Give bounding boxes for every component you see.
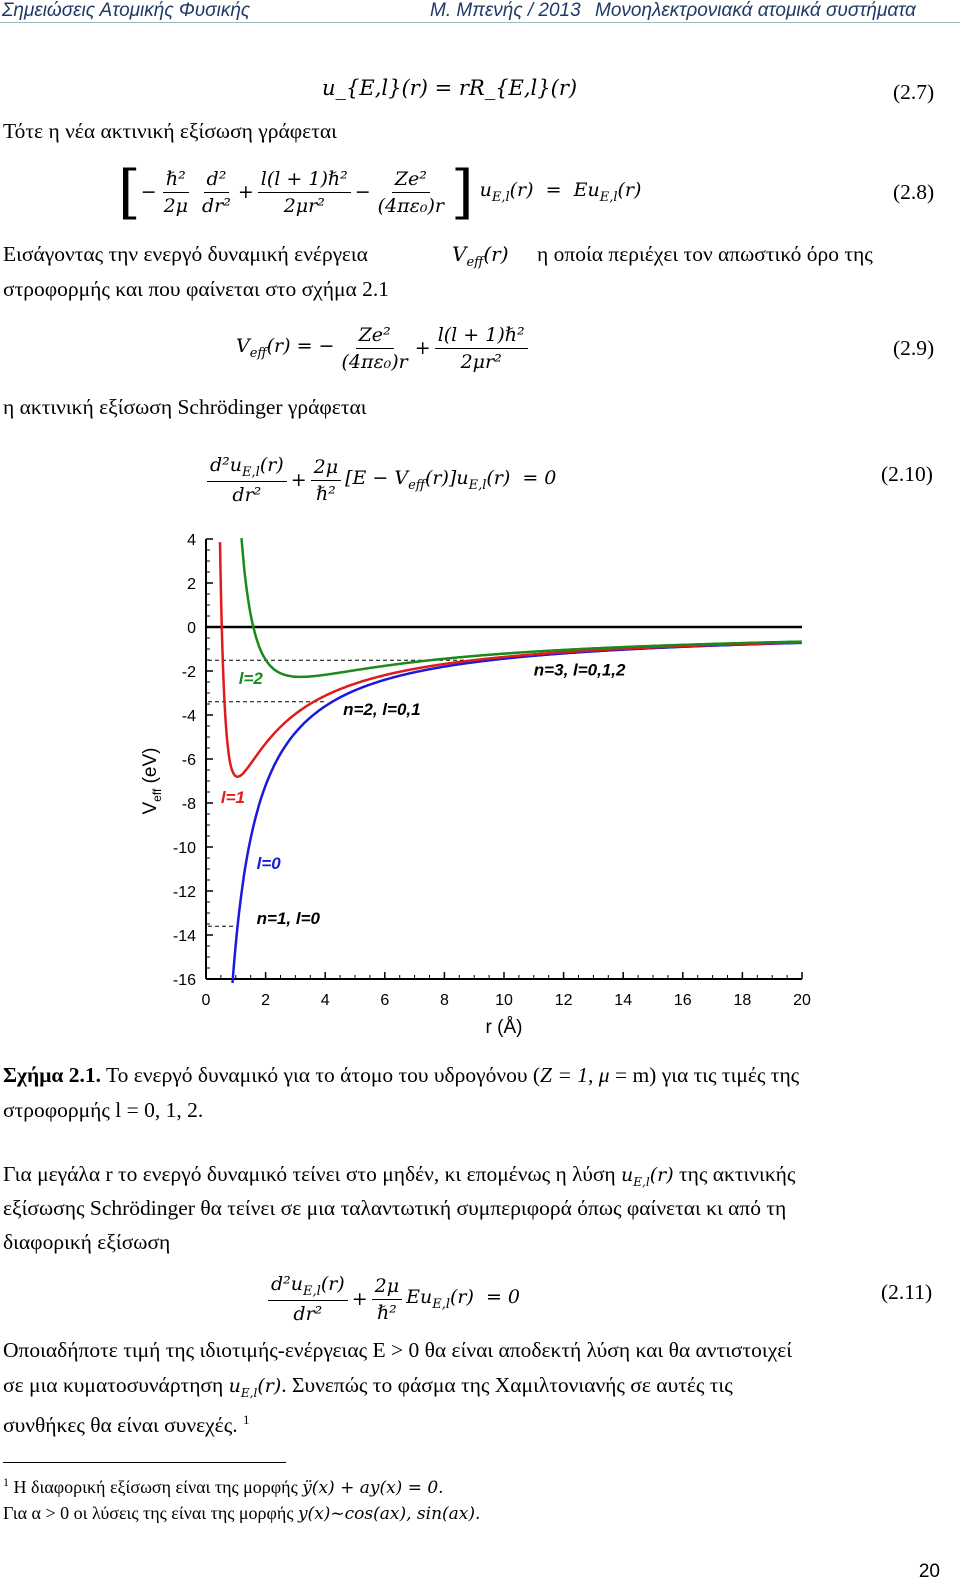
annotation-l1: l=1	[221, 788, 245, 807]
y-tick-label: 4	[187, 532, 196, 549]
x-tick-label: 6	[380, 992, 389, 1009]
equation-number-2-11: (2.11)	[881, 1280, 933, 1304]
header-right: Μονοηλεκτρονιακά ατομικά συστήματα	[595, 0, 916, 21]
veff-chart: 420-2-4-6-8-10-12-14-160 2 4 6 8 10 12 14 16 18 20…	[140, 532, 811, 1038]
annotation-n2: n=2, l=0,1	[343, 700, 421, 719]
y-tick-label: 0	[187, 620, 196, 637]
equation-2-10: d²uE,l(r) dr² + 2μ ℏ² [E − Veff(r)]uE,l(r)…	[203, 445, 556, 515]
caption-text-3: στροφορμής l = 0, 1, 2.	[3, 1098, 204, 1122]
header-rule	[0, 22, 960, 23]
footnote-line-1: 1 Η διαφορική εξίσωση είναι της μορφής ÿ…	[3, 1475, 444, 1498]
text-line-2b: η οποία περιέχει τον απωστικό όρο της	[537, 242, 873, 266]
annotation-l2: l=2	[239, 669, 264, 688]
x-tick-label: 12	[555, 992, 573, 1009]
y-axis-label: Veff (eV)	[140, 748, 164, 815]
y-tick-label: -6	[182, 752, 196, 769]
equation-number-2-8: (2.8)	[893, 180, 935, 204]
x-tick-label: 10	[495, 992, 513, 1009]
y-tick-label: -2	[182, 664, 196, 681]
footnote-text-2: Για α > 0 οι λύσεις της είναι της μορφής	[3, 1503, 294, 1523]
paragraph-1-line-3: διαφορική εξίσωση	[3, 1230, 171, 1254]
y-tick-label: -4	[182, 708, 196, 725]
page-header: Σημειώσεις Ατομικής Φυσικής Μ. Μπενής / …	[0, 0, 960, 22]
y-tick-label: -10	[173, 840, 196, 857]
x-tick-label: 20	[793, 992, 811, 1009]
annotation-l0: l=0	[257, 854, 282, 873]
para1b: της ακτινικής	[679, 1162, 796, 1186]
footnote-rule	[3, 1462, 286, 1463]
para1a: Για μεγάλα r το ενεργό δυναμικό τείνει σ…	[3, 1162, 616, 1186]
x-tick-label: 8	[440, 992, 449, 1009]
x-tick-label: 16	[674, 992, 692, 1009]
text-line-4: η ακτινική εξίσωση Schrödinger γράφεται	[3, 395, 367, 419]
caption-label: Σχήμα 2.1.	[3, 1063, 102, 1087]
caption-z: Z = 1, μ	[540, 1063, 610, 1087]
equation-2-8: [ − ℏ² 2μ d² dr² + l(l + 1)ℏ² 2μr² − Ze² (4π…	[118, 158, 642, 226]
equation-2-7: u_{E,l}(r) = rR_{E,l}(r)	[322, 76, 578, 100]
footnote-mark: 1	[3, 1475, 9, 1489]
y-tick-label: -16	[173, 972, 196, 989]
y-tick-label: -12	[173, 884, 196, 901]
text-line-2a: Εισάγοντας την ενεργό δυναμική ενέργεια	[3, 242, 368, 266]
footnote-eq-2: y(x)~cos(ax), sin(ax).	[297, 1504, 481, 1524]
x-tick-label: 0	[202, 992, 211, 1009]
figure-caption: Σχήμα 2.1. Το ενεργό δυναμικό για το άτο…	[3, 1058, 799, 1092]
footnote-eq-1: ÿ(x) + ay(x) = 0.	[302, 1478, 444, 1498]
header-center: Μ. Μπενής / 2013	[430, 0, 581, 21]
x-tick-label: 18	[734, 992, 752, 1009]
paragraph-1-line-1: Για μεγάλα r το ενεργό δυναμικό τείνει σ…	[3, 1157, 795, 1199]
footnote-text-1: Η διαφορική εξίσωση είναι της μορφής	[13, 1477, 298, 1497]
equation-2-9: Veff(r) = − Ze² (4πε₀)r + l(l + 1)ℏ² 2μr²	[236, 313, 532, 383]
y-tick-label: -8	[182, 796, 196, 813]
paragraph-1-line-2: εξίσωσης Schrödinger θα τείνει σε μια τα…	[3, 1196, 787, 1220]
caption-text-2: = m) για τις τιμές της	[614, 1063, 800, 1087]
x-tick-label: 4	[321, 992, 330, 1009]
header-left: Σημειώσεις Ατομικής Φυσικής	[2, 0, 251, 21]
y-tick-label: -14	[173, 928, 196, 945]
paragraph-2-line-3: συνθήκες θα είναι συνεχές. 1	[3, 1403, 249, 1442]
curve-l-1	[218, 542, 802, 778]
paragraph-2-line-1: Οποιαδήποτε τιμή της ιδιοτιμής-ενέργειας…	[3, 1338, 793, 1362]
annotation-n1: n=1, l=0	[257, 909, 321, 928]
equation-number-2-9: (2.9)	[893, 336, 935, 360]
para2b: σε μια κυματοσυνάρτηση	[3, 1373, 224, 1397]
u-el-inline-2: uE,l(r)	[228, 1375, 282, 1400]
para2d: συνθήκες θα είναι συνεχές.	[3, 1413, 238, 1438]
footnote-line-2: Για α > 0 οι λύσεις της είναι της μορφής…	[3, 1503, 480, 1524]
y-tick-label: 2	[187, 576, 196, 593]
caption-text-1: Το ενεργό δυναμικό για το άτομο του υδρο…	[106, 1063, 541, 1087]
equation-2-11: d²uE,l(r) dr² + 2μ ℏ² EuE,l(r) = 0	[264, 1264, 520, 1334]
u-el-inline-1: uE,l(r)	[621, 1164, 674, 1189]
x-tick-label: 14	[614, 992, 632, 1009]
text-line-1: Τότε η νέα ακτινική εξίσωση γράφεται	[3, 119, 337, 143]
paragraph-2-line-2: σε μια κυματοσυνάρτηση uE,l(r). Συνεπώς …	[3, 1368, 733, 1410]
annotation-n3: n=3, l=0,1,2	[534, 660, 626, 679]
equation-number-2-7: (2.7)	[893, 80, 935, 104]
page-number: 20	[918, 1561, 940, 1582]
veff-inline: Veff(r)	[452, 242, 509, 270]
x-tick-label: 2	[261, 992, 270, 1009]
x-axis-label: r (Å)	[486, 1017, 523, 1038]
equation-number-2-10: (2.10)	[881, 462, 933, 486]
para2c: . Συνεπώς το φάσμα της Χαμιλτονιανής σε …	[281, 1373, 733, 1397]
curve-l-0	[231, 641, 802, 984]
text-line-3: στροφορμής και που φαίνεται στο σχήμα 2.…	[3, 277, 389, 301]
curve-l-2	[240, 537, 802, 679]
footnote-ref: 1	[242, 1412, 250, 1427]
